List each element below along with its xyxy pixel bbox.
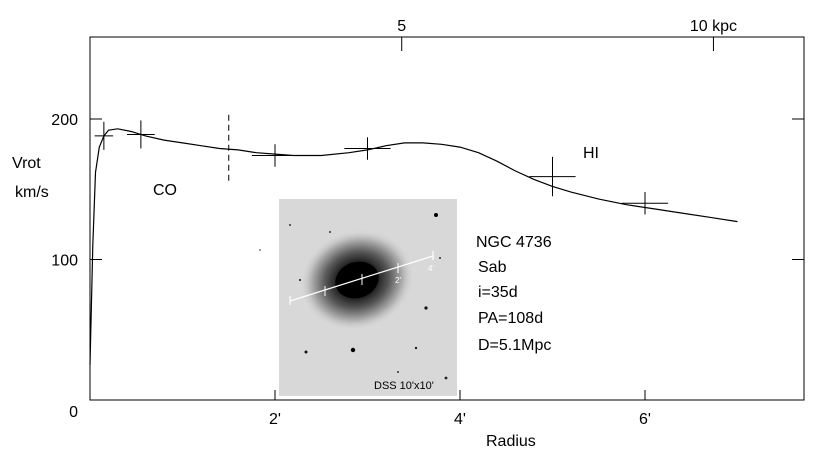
y-tick-label: 200 xyxy=(51,112,78,129)
data-point xyxy=(529,156,576,197)
inset-caption: DSS 10'x10' xyxy=(374,380,434,392)
data-points xyxy=(94,120,669,215)
x-axis-ticks: 2' 4' 6' xyxy=(269,390,651,428)
galaxy-position-angle: PA=108d xyxy=(478,310,543,327)
top-axis-ticks: 5 10 kpc xyxy=(397,18,737,51)
hi-region-label: HI xyxy=(583,145,599,162)
plot-frame xyxy=(89,36,805,401)
x-axis-label: Radius xyxy=(486,433,536,450)
top-tick-label: 5 xyxy=(397,18,406,35)
x-tick-label: 4' xyxy=(454,411,466,428)
y-tick-label: 0 xyxy=(69,404,78,421)
y-axis-label: Vrot xyxy=(12,155,41,172)
y-axis-ticks: 0 100 200 xyxy=(51,112,804,421)
top-tick-label: 10 kpc xyxy=(690,18,737,35)
data-point xyxy=(621,192,669,215)
y-axis-unit: km/s xyxy=(15,184,49,201)
x-tick-label: 6' xyxy=(639,411,651,428)
galaxy-inset-image: 2' 4' DSS 10'x10' xyxy=(259,199,457,396)
co-region-label: CO xyxy=(153,182,177,199)
data-point xyxy=(251,144,299,167)
galaxy-distance: D=5.1Mpc xyxy=(478,337,551,354)
data-point xyxy=(94,121,114,150)
galaxy-inclination: i=35d xyxy=(478,284,518,301)
x-tick-label: 2' xyxy=(269,411,281,428)
y-tick-label: 100 xyxy=(51,253,78,270)
inset-scale-label-4: 4' xyxy=(428,264,434,273)
data-point xyxy=(127,120,155,149)
inset-scale-label-2: 2' xyxy=(395,276,401,285)
galaxy-name: NGC 4736 xyxy=(476,234,552,251)
data-point xyxy=(344,137,391,160)
rotation-curve-line xyxy=(89,128,738,365)
galaxy-type: Sab xyxy=(478,259,507,276)
